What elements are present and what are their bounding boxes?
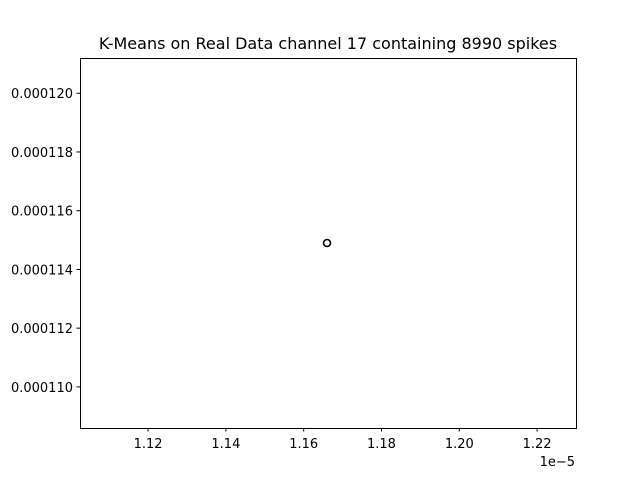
y-tick-label: 0.000118	[11, 146, 73, 161]
x-tick-label: 1.20	[445, 437, 474, 452]
x-axis-offset-text: 1e−5	[540, 455, 575, 470]
x-tick-label: 1.16	[289, 437, 318, 452]
y-tick-label: 0.000112	[11, 322, 73, 337]
y-tick-label: 0.000114	[11, 263, 73, 278]
scatter-points	[322, 238, 332, 248]
y-tick-label: 0.000120	[11, 87, 73, 102]
x-tick-label: 1.12	[134, 437, 163, 452]
x-tick-label: 1.14	[211, 437, 240, 452]
x-tick-label: 1.18	[367, 437, 396, 452]
y-tick-label: 0.000116	[11, 205, 73, 220]
scatter-point	[322, 238, 332, 248]
x-tick-label: 1.22	[523, 437, 552, 452]
y-axis-ticks: 0.000110 0.000112 0.000114 0.000116 0.000118…	[11, 87, 80, 396]
plot-area-frame	[80, 58, 577, 429]
y-tick-label: 0.000110	[11, 381, 73, 396]
x-axis-ticks: 1.12 1.14 1.16 1.18 1.20 1.22	[134, 428, 552, 452]
chart-title: K-Means on Real Data channel 17 containi…	[99, 34, 557, 53]
